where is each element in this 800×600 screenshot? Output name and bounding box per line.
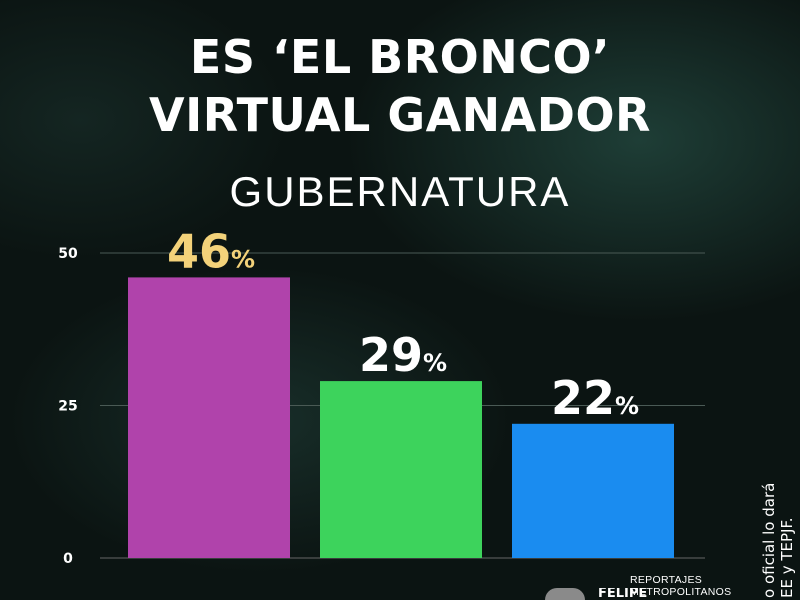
y-tick-label-25: 25 bbox=[58, 399, 77, 415]
headline-line-2: VIRTUAL GANADOR bbox=[149, 88, 651, 142]
watermark: REPORTAJES METROPOLITANOS bbox=[630, 574, 732, 598]
candidate-photo-partial bbox=[545, 588, 585, 600]
bar-2 bbox=[320, 381, 482, 558]
value-label-3: 22% bbox=[551, 371, 639, 425]
y-tick-label-0: 0 bbox=[63, 551, 73, 567]
y-tick-label-50: 50 bbox=[58, 246, 78, 262]
bar-3 bbox=[512, 423, 674, 558]
headline-line-1: ES ‘EL BRONCO’ bbox=[189, 30, 611, 84]
chart-subtitle: GUBERNATURA bbox=[229, 168, 571, 215]
candidate-name-partial: FELIPE bbox=[598, 588, 648, 600]
bar-1 bbox=[128, 277, 290, 558]
value-label-2: 29% bbox=[359, 328, 447, 382]
value-label-1: 46% bbox=[167, 224, 255, 278]
